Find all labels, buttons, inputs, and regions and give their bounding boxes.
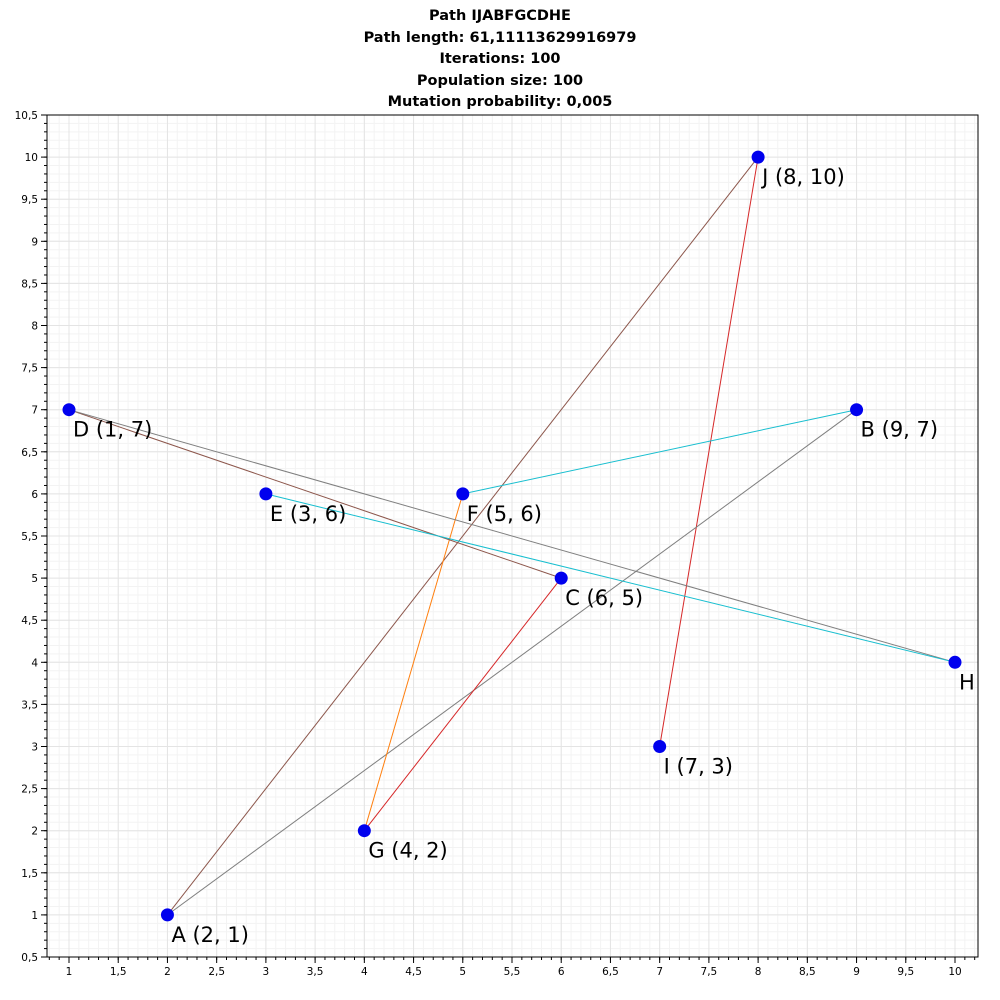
x-tick-label: 1,5 (110, 966, 127, 978)
y-tick-label: 9,5 (21, 194, 38, 206)
x-tick-label: 9 (853, 966, 860, 978)
x-tick-label: 7,5 (701, 966, 718, 978)
path-segment-j-a (167, 156, 759, 916)
x-tick-label: 4,5 (405, 966, 422, 978)
x-tick-label: 8,5 (799, 966, 816, 978)
y-tick-label: 1,5 (21, 868, 38, 880)
point-e (259, 487, 273, 501)
point-g (357, 824, 371, 838)
x-tick-label: 5,5 (504, 966, 521, 978)
chart-title-path: Path IJABFGCDHE (429, 8, 571, 24)
x-tick-label: 5 (459, 966, 466, 978)
axes: 1 1,5 2 2,5 3 3,5 4 4,5 5 5,5 6 6,5 7 7,5 8 8,5 9 9,5 10 0,… (15, 110, 976, 978)
point-label-c: C (6, 5) (565, 586, 643, 610)
x-tick-label: 3,5 (307, 966, 324, 978)
y-tick-label: 1 (31, 910, 38, 922)
point-b (850, 403, 864, 417)
y-tick-label: 6,5 (21, 447, 38, 459)
x-tick-label: 9,5 (897, 966, 914, 978)
y-tick-label: 0,5 (21, 952, 38, 964)
y-tick-label: 2 (31, 826, 38, 838)
point-d (62, 403, 76, 417)
grid (47, 114, 978, 958)
path-segment-i-j (659, 157, 759, 747)
path-segment-f-g (363, 493, 464, 831)
path-segment-d-h (68, 409, 956, 663)
y-tick-label: 10 (25, 152, 38, 164)
point-label-b: B (9, 7) (861, 418, 939, 442)
point-label-f: F (5, 6) (467, 502, 542, 526)
point-label-d: D (1, 7) (73, 418, 152, 442)
y-tick-label: 8 (31, 321, 38, 333)
x-tick-label: 1 (66, 966, 73, 978)
point-i (653, 740, 667, 753)
y-tick-label: 7 (31, 405, 38, 417)
x-tick-label: 6,5 (602, 966, 619, 978)
y-tick-label: 5 (31, 573, 38, 585)
x-tick-label: 2,5 (208, 966, 225, 978)
point-a (160, 908, 174, 922)
x-tick-label: 10 (948, 966, 961, 978)
point-label-a: A (2, 1) (171, 923, 249, 947)
path-segment-b-f (462, 409, 857, 495)
x-tick-label: 6 (558, 966, 565, 978)
x-tick-label: 2 (164, 966, 171, 978)
path-segment-g-c (363, 577, 562, 832)
x-tick-label: 7 (656, 966, 663, 978)
y-tick-label: 3,5 (21, 699, 38, 711)
y-tick-label: 6 (31, 489, 38, 501)
point-label-i: I (7, 3) (664, 755, 733, 779)
point-label-g: G (4, 2) (368, 839, 447, 863)
y-tick-label: 8,5 (21, 278, 38, 290)
y-tick-label: 10,5 (15, 110, 38, 122)
point-f (456, 487, 470, 501)
chart-title-path-length: Path length: 61,11113629916979 (363, 29, 637, 46)
x-tick-label: 4 (361, 966, 368, 978)
path-segment-a-b (167, 409, 857, 916)
point-j (751, 150, 765, 164)
point-label-j: J (8, 10) (760, 165, 845, 189)
point-labels: A (2, 1) B (9, 7) C (6, 5) D (1, 7) E (3, 6)… (73, 165, 975, 947)
x-tick-label: 3 (263, 966, 270, 978)
point-h (948, 655, 962, 669)
data-points (62, 150, 962, 922)
chart-title-iterations: Iterations: 100 (439, 51, 561, 67)
path-segment-h-e (265, 493, 956, 663)
point-c (554, 571, 568, 585)
y-tick-label: 2,5 (21, 784, 38, 796)
y-tick-label: 3 (31, 742, 38, 754)
y-tick-label: 5,5 (21, 531, 38, 543)
point-label-h: H (959, 670, 975, 694)
point-label-e: E (3, 6) (270, 502, 346, 526)
chart-title-mutation: Mutation probability: 0,005 (387, 94, 613, 110)
y-tick-label: 4,5 (21, 615, 38, 627)
chart-title-block: Path IJABFGCDHE Path length: 61,11113629… (0, 6, 1000, 114)
path-segment-c-d (68, 409, 562, 579)
chart-title-population: Population size: 100 (416, 72, 584, 89)
y-tick-label: 9 (31, 236, 38, 248)
path-segments (68, 156, 956, 916)
x-tick-label: 8 (755, 966, 762, 978)
y-tick-label: 4 (31, 657, 38, 669)
y-tick-label: 7,5 (21, 363, 38, 375)
